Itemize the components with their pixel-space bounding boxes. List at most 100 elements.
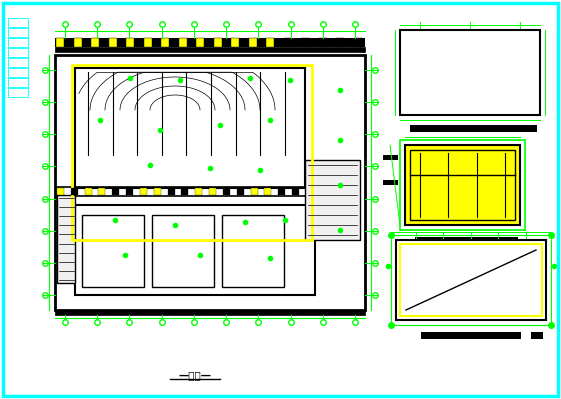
Bar	[528, 246, 533, 252]
Bar	[408, 286, 413, 292]
Bar	[402, 103, 538, 113]
Bar	[492, 262, 497, 268]
Bar	[468, 278, 473, 284]
Bar	[444, 294, 449, 300]
Bar	[8, 38, 28, 47]
Bar	[444, 270, 449, 276]
Bar	[112, 188, 119, 195]
Bar	[498, 286, 503, 292]
Bar	[450, 278, 455, 284]
Bar	[8, 48, 28, 57]
Bar	[264, 188, 272, 195]
Bar	[161, 38, 169, 47]
Bar	[75, 205, 315, 295]
Bar	[474, 294, 479, 300]
Bar	[8, 88, 28, 97]
Bar	[486, 270, 491, 276]
Bar	[284, 38, 292, 47]
Bar	[126, 188, 133, 195]
Bar	[414, 262, 419, 268]
Bar	[510, 270, 515, 276]
Bar	[438, 254, 443, 260]
Bar	[468, 254, 473, 260]
Bar	[450, 294, 455, 300]
Bar	[516, 278, 521, 284]
Bar	[414, 302, 419, 308]
Bar	[408, 246, 413, 252]
Bar	[223, 188, 230, 195]
Bar	[510, 246, 515, 252]
Bar	[450, 262, 455, 268]
Bar	[179, 302, 187, 310]
Bar	[152, 215, 214, 287]
Bar	[504, 262, 509, 268]
Bar	[337, 38, 344, 47]
Bar	[405, 150, 413, 220]
Bar	[245, 296, 285, 301]
Bar	[426, 278, 431, 284]
Bar	[195, 188, 202, 195]
Bar	[55, 310, 365, 315]
Bar	[432, 254, 437, 260]
Bar	[432, 286, 437, 292]
Bar	[301, 38, 310, 47]
Bar	[75, 296, 115, 301]
Bar	[126, 38, 134, 47]
Bar	[354, 302, 362, 310]
Bar	[126, 302, 134, 310]
Bar	[468, 270, 473, 276]
Bar	[486, 302, 491, 308]
Bar	[91, 38, 99, 47]
Bar	[438, 302, 443, 308]
Bar	[498, 278, 503, 284]
Bar	[55, 55, 365, 310]
Bar	[492, 294, 497, 300]
Bar	[450, 246, 455, 252]
Bar	[55, 302, 365, 310]
Bar	[522, 302, 527, 308]
Bar	[498, 294, 503, 300]
Bar	[214, 302, 222, 310]
Bar	[531, 332, 543, 339]
Bar	[438, 286, 443, 292]
Bar	[231, 38, 240, 47]
Bar	[480, 246, 485, 252]
Bar	[408, 294, 413, 300]
Bar	[432, 246, 437, 252]
Bar	[402, 270, 407, 276]
Bar	[278, 188, 285, 195]
Bar	[480, 286, 485, 292]
Bar	[450, 286, 455, 292]
Bar	[396, 240, 546, 320]
Bar	[462, 254, 467, 260]
Bar	[420, 270, 425, 276]
Bar	[8, 18, 28, 27]
Bar	[408, 262, 413, 268]
Bar	[57, 195, 75, 283]
Bar	[305, 160, 360, 240]
Bar	[504, 246, 509, 252]
Bar	[528, 302, 533, 308]
Bar	[161, 302, 169, 310]
Bar	[462, 278, 467, 284]
Bar	[181, 188, 188, 195]
Bar	[456, 246, 461, 252]
Bar	[528, 294, 533, 300]
Bar	[522, 294, 527, 300]
Bar	[420, 278, 425, 284]
Bar	[420, 246, 425, 252]
Bar	[468, 246, 473, 252]
Bar	[486, 294, 491, 300]
Bar	[432, 262, 437, 268]
Bar	[480, 302, 485, 308]
Bar	[426, 254, 431, 260]
Bar	[410, 150, 515, 220]
Bar	[214, 38, 222, 47]
Bar	[408, 254, 413, 260]
Bar	[498, 270, 503, 276]
Bar	[426, 294, 431, 300]
Bar	[480, 254, 485, 260]
Bar	[426, 286, 431, 292]
Bar	[109, 302, 117, 310]
Bar	[144, 38, 151, 47]
